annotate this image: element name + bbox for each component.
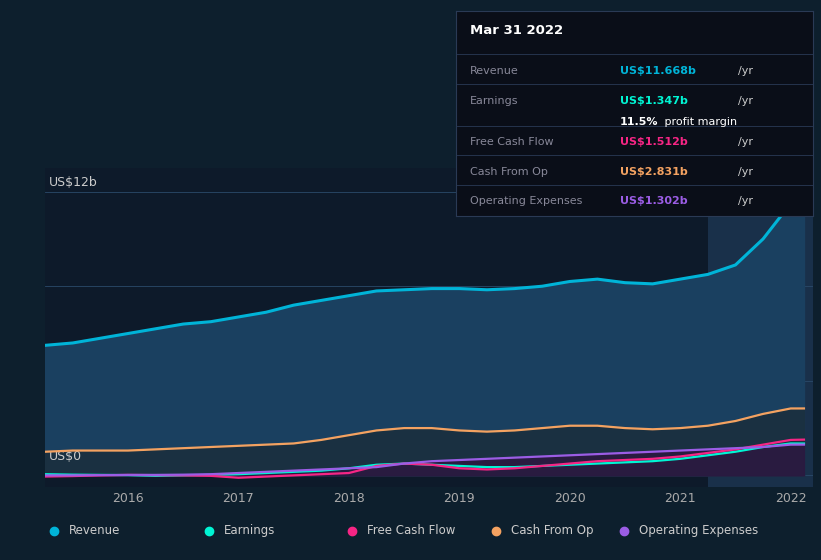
Text: 11.5%: 11.5%: [620, 118, 658, 128]
Text: Revenue: Revenue: [69, 524, 121, 537]
Text: US$1.347b: US$1.347b: [620, 96, 688, 106]
Text: US$11.668b: US$11.668b: [620, 67, 696, 76]
Text: US$12b: US$12b: [49, 176, 98, 189]
Text: US$1.512b: US$1.512b: [620, 137, 688, 147]
Text: US$2.831b: US$2.831b: [620, 166, 688, 176]
Text: profit margin: profit margin: [661, 118, 737, 128]
Text: Revenue: Revenue: [470, 67, 519, 76]
Text: Free Cash Flow: Free Cash Flow: [470, 137, 553, 147]
Text: /yr: /yr: [738, 166, 753, 176]
Text: Cash From Op: Cash From Op: [470, 166, 548, 176]
Text: /yr: /yr: [738, 137, 753, 147]
Text: Operating Expenses: Operating Expenses: [470, 196, 582, 206]
Text: Earnings: Earnings: [224, 524, 275, 537]
Text: /yr: /yr: [738, 196, 753, 206]
Bar: [708, 168, 813, 487]
Text: US$0: US$0: [49, 450, 82, 463]
Text: Operating Expenses: Operating Expenses: [640, 524, 759, 537]
Text: US$1.302b: US$1.302b: [620, 196, 687, 206]
Text: Free Cash Flow: Free Cash Flow: [368, 524, 456, 537]
Text: /yr: /yr: [738, 96, 753, 106]
Text: /yr: /yr: [738, 67, 753, 76]
Text: Mar 31 2022: Mar 31 2022: [470, 25, 563, 38]
Text: Earnings: Earnings: [470, 96, 518, 106]
Text: Cash From Op: Cash From Op: [511, 524, 594, 537]
